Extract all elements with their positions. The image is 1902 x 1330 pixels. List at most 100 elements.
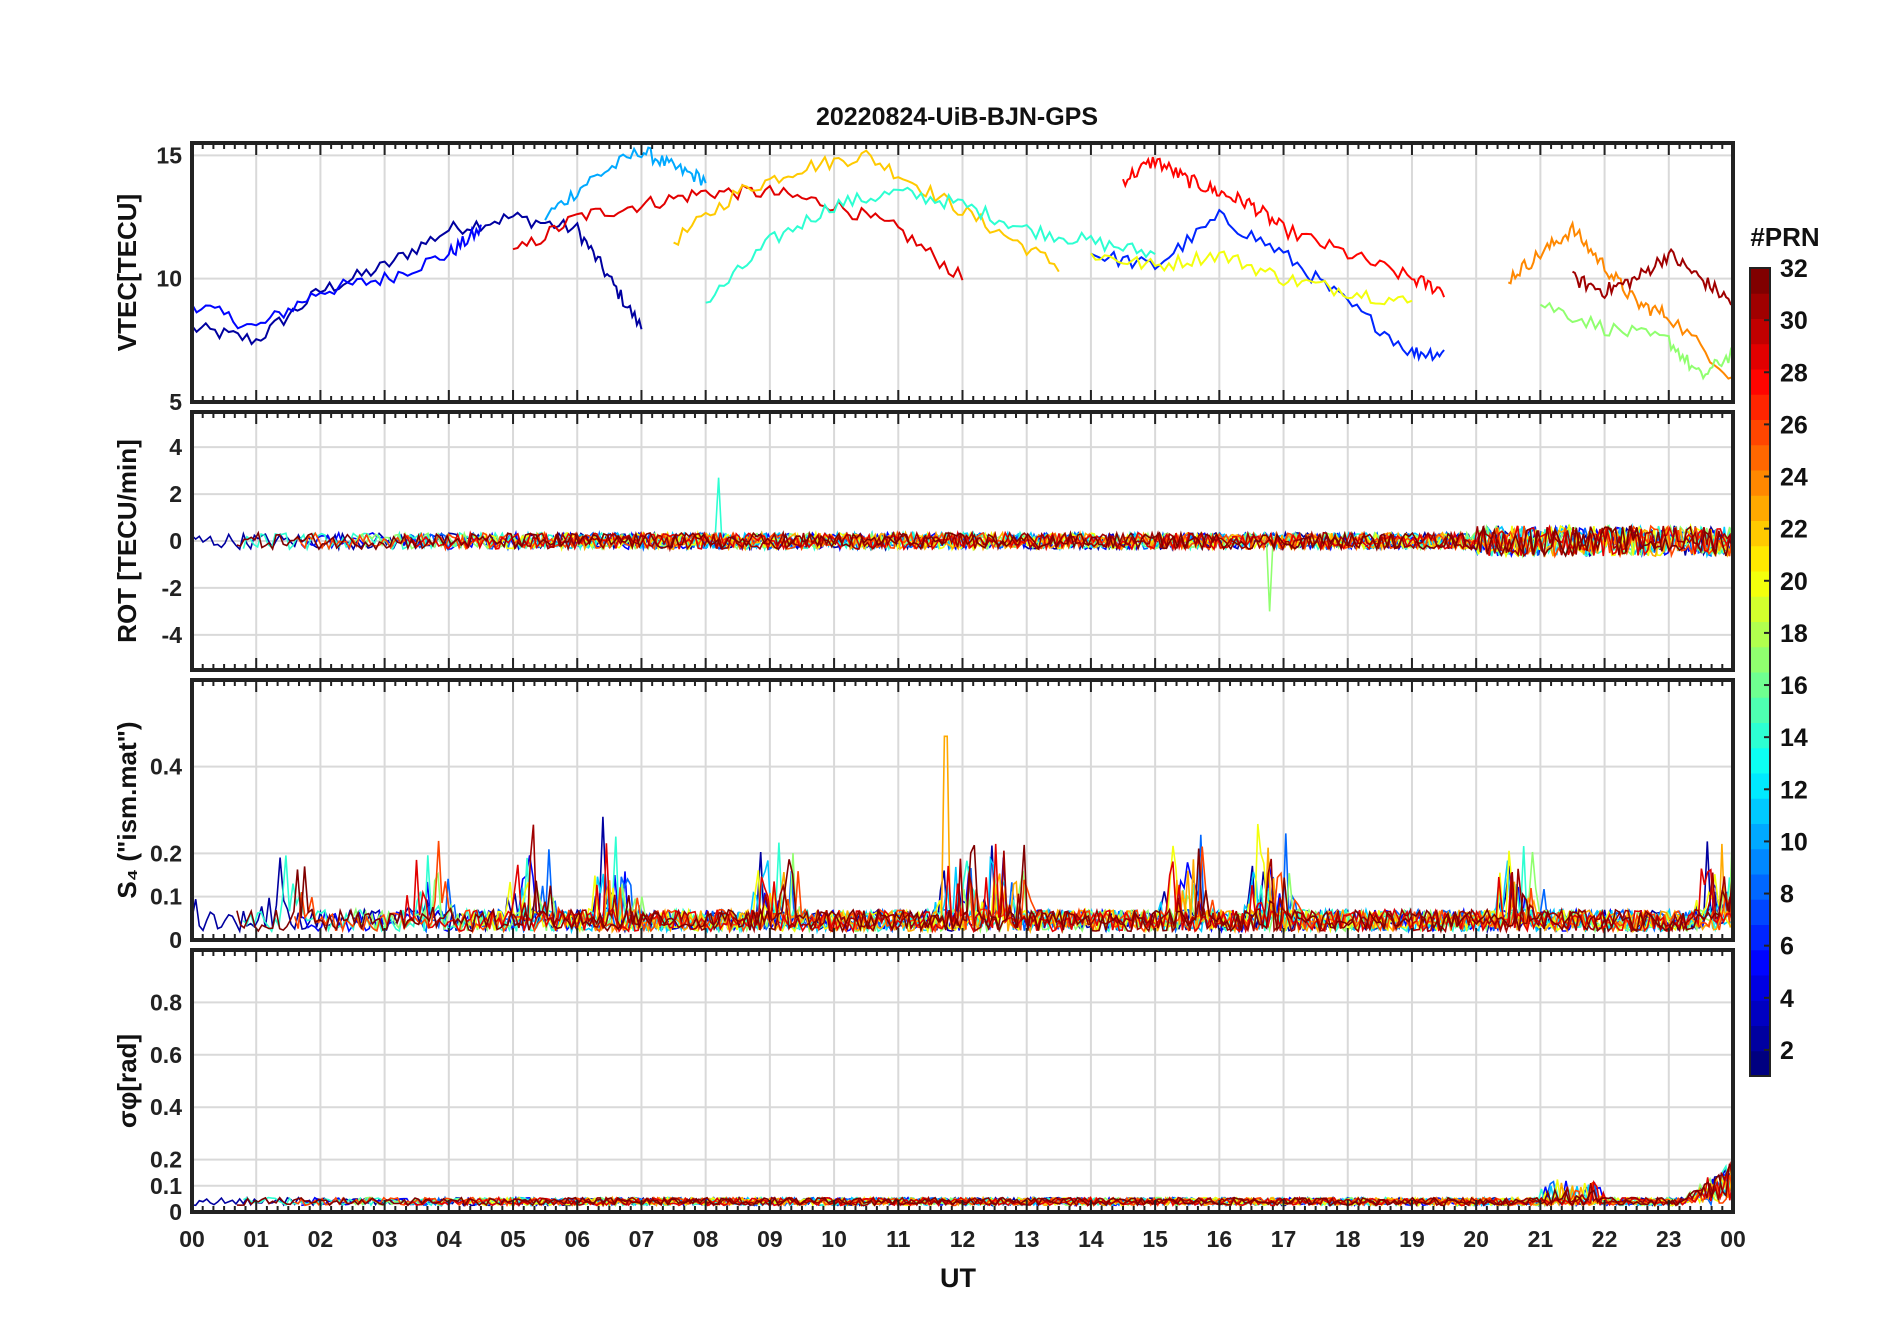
colorbar-segment — [1750, 394, 1770, 420]
y-tick-label: 5 — [169, 389, 182, 415]
colorbar-tick-label: 2 — [1780, 1037, 1794, 1065]
x-tick-label: 20 — [1463, 1226, 1489, 1252]
colorbar-title: #PRN — [1750, 222, 1819, 252]
vtec-series-prn-22 — [673, 149, 1060, 273]
colorbar-segment — [1750, 798, 1770, 824]
rot-series-prn-32 — [236, 524, 1733, 558]
vtec-series-prn-29 — [512, 183, 964, 281]
y-axis-label: σφ[rad] — [112, 1034, 142, 1128]
sigma_phi-series-prn-32 — [236, 1163, 1733, 1208]
vtec-series-prn-14 — [705, 186, 1156, 304]
colorbar-segment — [1750, 444, 1770, 471]
vtec-series-prn-10 — [544, 146, 707, 221]
colorbar-frame — [1749, 267, 1771, 1077]
y-tick-label: 0.1 — [150, 884, 182, 910]
y-tick-label: 0.1 — [150, 1173, 182, 1199]
x-tick-label: 10 — [821, 1226, 847, 1252]
colorbar-tick-label: 10 — [1780, 828, 1808, 856]
vtec-series-prn-20 — [1090, 249, 1413, 306]
y-tick-label: -2 — [162, 575, 182, 601]
colorbar-segment — [1750, 672, 1770, 698]
y-tick-label: 0.8 — [150, 989, 182, 1015]
x-axis-label: UT — [940, 1263, 976, 1293]
colorbar-tick-label: 22 — [1780, 516, 1808, 544]
y-tick-label: 0.6 — [150, 1042, 182, 1068]
y-tick-label: 0.4 — [150, 754, 182, 780]
colorbar-segment — [1750, 823, 1770, 850]
y-tick-label: 0 — [169, 927, 182, 953]
x-tick-label: 14 — [1078, 1226, 1104, 1252]
colorbar-segment — [1750, 369, 1770, 395]
x-tick-label: 12 — [950, 1226, 976, 1252]
colorbar-segment — [1750, 722, 1770, 749]
colorbar-tick-label: 8 — [1780, 881, 1794, 909]
y-axis-label: S₄ ("ism.mat") — [112, 721, 142, 898]
colorbar-segment — [1750, 318, 1770, 345]
colorbar-tick-label: 14 — [1780, 724, 1808, 752]
x-tick-label: 16 — [1207, 1226, 1233, 1252]
colorbar-tick-label: 12 — [1780, 776, 1808, 804]
colorbar-segment — [1750, 697, 1770, 723]
panel-s4: 0 0.1 0.2 0.4 S₄ ("ism.mat") — [112, 678, 1735, 953]
colorbar-segment — [1750, 747, 1770, 774]
x-tick-label: 00 — [179, 1226, 205, 1252]
colorbar-tick-label: 30 — [1780, 307, 1808, 335]
colorbar-segment — [1750, 419, 1770, 446]
colorbar-segment — [1750, 646, 1770, 673]
colorbar-segment — [1750, 571, 1770, 597]
x-tick-label: 07 — [629, 1226, 655, 1252]
colorbar-segment — [1750, 924, 1770, 951]
colorbar-segment — [1750, 899, 1770, 925]
y-tick-label: 0 — [169, 1199, 182, 1225]
colorbar-tick-label: 18 — [1780, 620, 1808, 648]
colorbar-segment — [1750, 848, 1770, 875]
y-tick-label: 0.2 — [150, 1147, 182, 1173]
colorbar-tick-label: 6 — [1780, 933, 1794, 961]
x-tick-label: 05 — [500, 1226, 526, 1252]
x-tick-label: 04 — [436, 1226, 462, 1252]
y-tick-label: 2 — [169, 481, 182, 507]
x-tick-label: 15 — [1142, 1226, 1168, 1252]
colorbar-tick-label: 26 — [1780, 411, 1808, 439]
colorbar-segment — [1750, 470, 1770, 496]
s4-series-prn-23 — [570, 735, 1733, 935]
colorbar-segment — [1750, 268, 1770, 294]
y-tick-label: 15 — [156, 142, 182, 168]
colorbar-tick-label: 20 — [1780, 568, 1808, 596]
s4-series-prn-32 — [236, 844, 1733, 934]
y-tick-label: -4 — [162, 622, 183, 648]
colorbar-tick-label: 32 — [1780, 255, 1808, 283]
colorbar-segment — [1750, 596, 1770, 622]
colorbar-segment — [1750, 545, 1770, 572]
colorbar-segment — [1750, 343, 1770, 370]
colorbar-tick-label: 16 — [1780, 672, 1808, 700]
x-tick-label: 06 — [564, 1226, 590, 1252]
vtec-series-prn-31 — [1572, 247, 1733, 306]
x-tick-label: 11 — [886, 1226, 911, 1252]
y-tick-label: 0 — [169, 528, 182, 554]
y-axis-label: VTEC[TECU] — [112, 194, 142, 351]
colorbar-segment — [1750, 495, 1770, 521]
sigma_phi-series-prn-29 — [403, 1173, 1733, 1208]
y-tick-label: 4 — [169, 434, 182, 460]
y-axis-label: ROT [TECU/min] — [112, 439, 142, 643]
data-layer — [192, 477, 1733, 612]
vtec-series-prn-28 — [1122, 156, 1446, 298]
colorbar-segment — [1750, 975, 1770, 1001]
x-tick-label: 01 — [243, 1226, 269, 1252]
y-tick-label: 0.2 — [150, 840, 182, 866]
x-tick-label: 23 — [1656, 1226, 1682, 1252]
vtec-series-prn-17 — [1539, 301, 1733, 381]
vtec-series-prn-6 — [1090, 208, 1445, 362]
panel-vtec: 5 10 15 VTEC[TECU] — [112, 141, 1735, 415]
vtec-series-prn-5 — [192, 224, 482, 330]
colorbar-tick-label: 28 — [1780, 359, 1808, 387]
x-tick-label: 13 — [1014, 1226, 1040, 1252]
panel-sigma_phi: 00.10.2 0.4 0.6 0.8 σφ[rad] — [112, 948, 1735, 1225]
data-layer — [192, 146, 1733, 381]
colorbar-segment — [1750, 949, 1770, 976]
x-tick-label: 17 — [1271, 1226, 1297, 1252]
colorbar-segment — [1750, 874, 1770, 900]
figure-title: 20220824-UiB-BJN-GPS — [816, 103, 1098, 131]
